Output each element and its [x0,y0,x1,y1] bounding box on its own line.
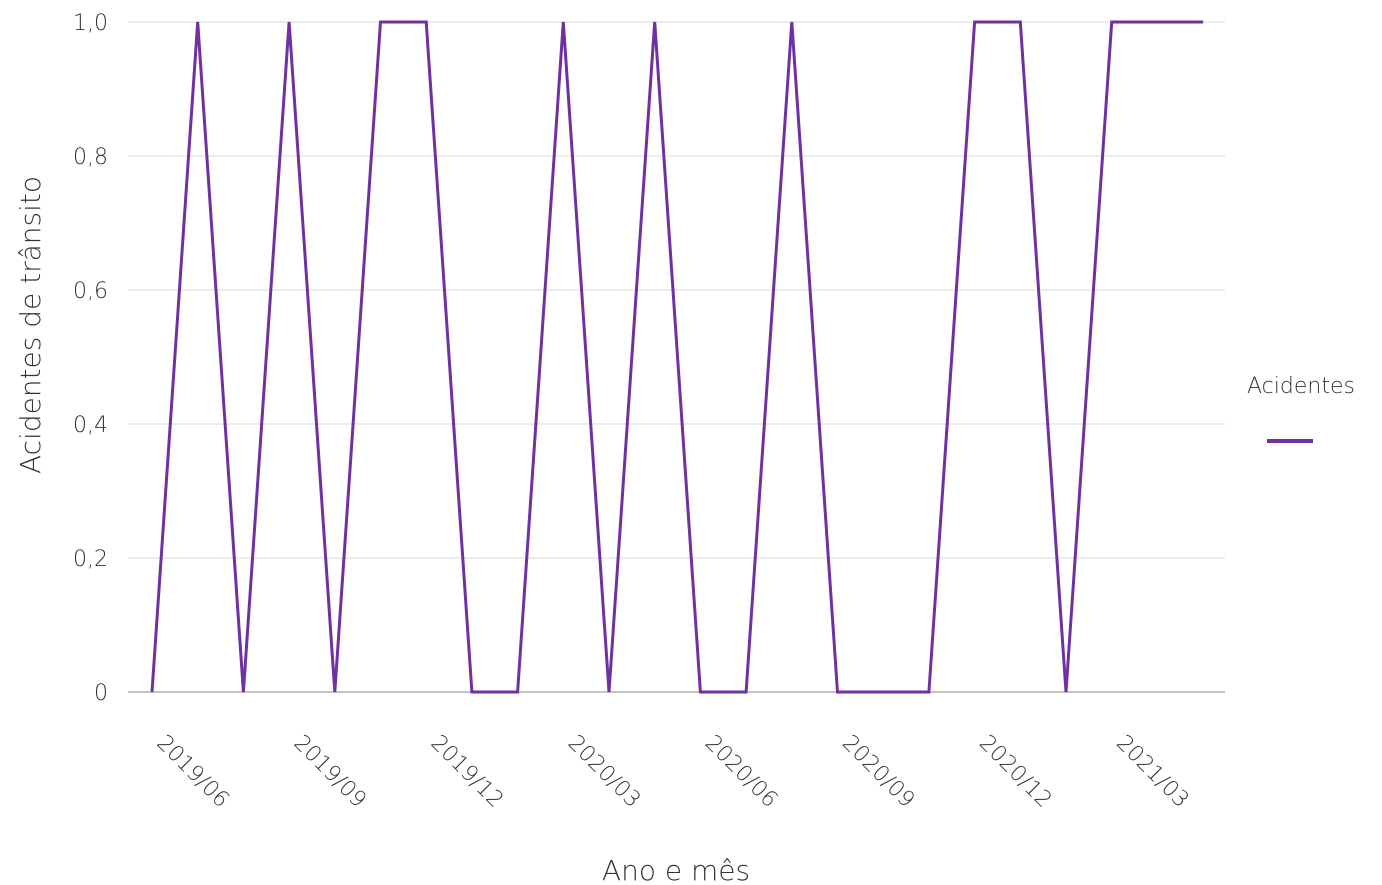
x-tick-label: 2020/12 [974,731,1056,813]
x-tick-label: 2019/12 [426,731,508,813]
x-axis-ticks: 2019/06 2019/09 2019/12 2020/03 2020/06 2020/… [151,731,1193,813]
x-tick-label: 2020/09 [837,731,919,813]
x-tick-label: 2020/03 [563,731,645,813]
y-tick-label: 0,2 [73,547,108,572]
y-tick-label: 0 [94,681,108,706]
x-axis-title: Ano e mês [602,854,750,885]
series-line [150,20,1204,694]
y-axis-title: Acidentes de trânsito [14,176,47,474]
x-tick-label: 2020/06 [700,731,782,813]
legend-title: Acidentes [1247,374,1355,399]
x-tick-label: 2021/03 [1111,731,1193,813]
x-tick-label: 2019/06 [151,731,233,813]
series-group [150,20,1204,694]
x-tick-label: 2019/09 [289,731,371,813]
y-tick-label: 0,6 [73,279,108,304]
y-axis-ticks: 0 0,2 0,4 0,6 0,8 1,0 [73,11,108,706]
y-tick-label: 1,0 [73,11,108,36]
y-tick-label: 0,4 [73,413,108,438]
gridlines [128,21,1225,693]
y-tick-label: 0,8 [73,145,108,170]
legend: Acidentes [1247,374,1355,443]
